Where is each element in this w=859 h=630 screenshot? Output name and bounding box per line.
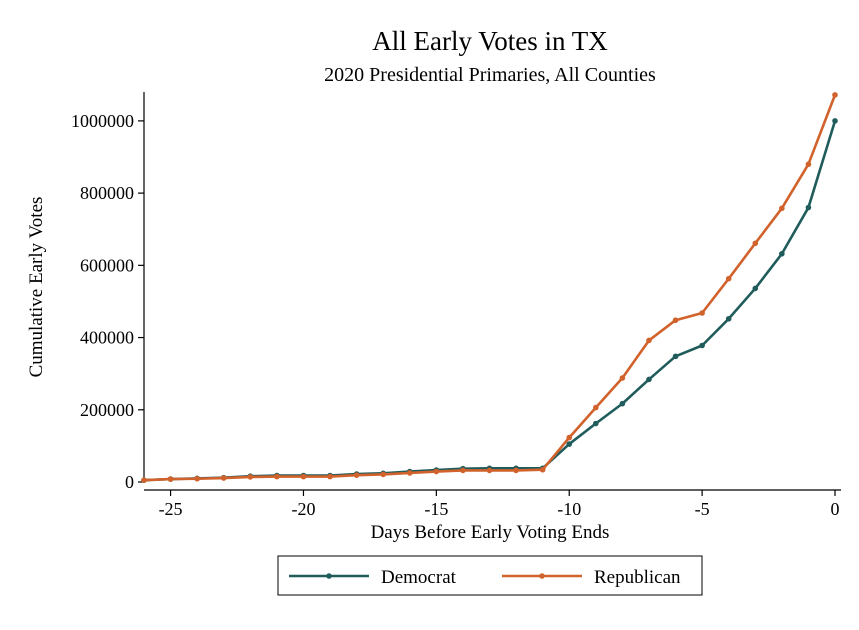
republican-point [300,473,307,480]
legend-democrat-label: Democrat [381,567,457,588]
series-democrat [141,118,838,483]
republican-point [566,434,573,441]
x-tick-label: -25 [159,499,183,519]
republican-point [247,474,254,480]
republican-point [752,240,759,247]
y-tick-label: 200000 [80,400,134,420]
democrat-point [566,441,573,447]
democrat-point [699,342,705,349]
republican-point [220,475,227,481]
republican-point [593,404,599,411]
republican-point [699,310,705,316]
democrat-point [805,204,812,211]
republican-point [513,467,519,474]
republican-point [141,477,147,483]
republican-point [167,476,174,482]
republican-line [143,94,837,482]
democrat-point [725,315,732,322]
republican-point [486,467,493,474]
democrat-point [619,400,626,407]
axes: 0 200000 400000 600000 800000 1000000 -25 -20 -1… [71,92,841,519]
republican-point [725,275,732,282]
y-tick-label: 1000000 [71,111,134,131]
legend-democrat-marker [326,573,332,579]
y-tick-label: 400000 [80,328,134,348]
republican-point [274,473,280,480]
y-tick-label: 0 [125,472,134,492]
democrat-point [593,420,599,427]
democrat-point [779,250,785,257]
legend: Democrat Republican [277,555,703,596]
republican-point [327,473,333,480]
series-republican [141,92,838,483]
republican-point [433,468,440,475]
x-tick-label: 0 [831,499,840,519]
chart-subtitle: 2020 Presidential Primaries, All Countie… [324,64,656,86]
republican-point [672,317,679,324]
series-layer [141,92,838,483]
republican-point [805,161,812,168]
republican-point [194,475,200,482]
x-tick-label: -20 [291,499,315,519]
x-tick-label: -10 [557,499,581,519]
y-tick-label: 600000 [80,255,134,275]
democrat-line [143,120,837,482]
republican-point [832,92,838,98]
republican-point [646,337,652,344]
x-tick-label: -15 [424,499,448,519]
republican-point [460,467,466,474]
democrat-point [672,353,679,360]
chart-title: All Early Votes in TX [372,26,608,56]
y-tick-label: 800000 [80,183,134,203]
democrat-point [646,376,652,383]
democrat-point [752,285,759,292]
republican-point [380,471,386,478]
legend-republican-label: Republican [594,567,681,588]
x-tick-label: -5 [695,499,710,519]
x-axis-label: Days Before Early Voting Ends [371,522,610,543]
democrat-point [832,118,838,124]
republican-point [779,205,785,212]
y-axis-label: Cumulative Early Votes [26,197,47,378]
legend-republican-marker [539,573,545,579]
republican-point [353,472,360,478]
republican-point [539,466,546,473]
republican-point [619,375,626,381]
republican-point [406,470,413,476]
